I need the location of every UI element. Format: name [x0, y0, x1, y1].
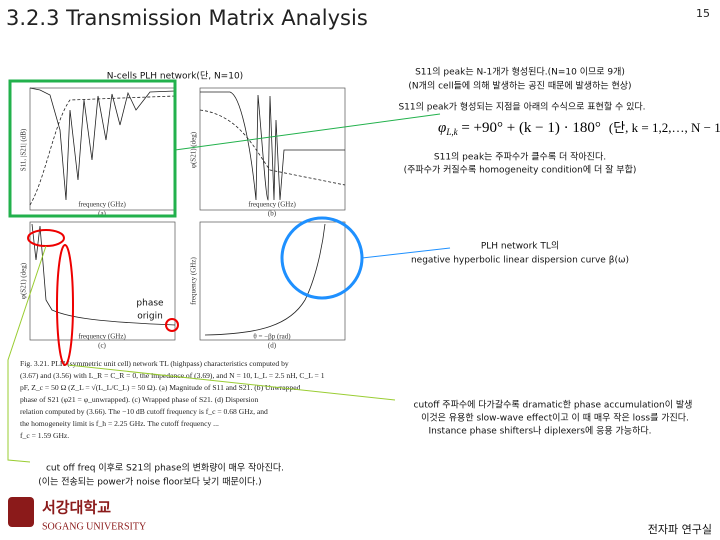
- formula-part: L,k: [445, 127, 458, 137]
- axis-label: frequency (GHz): [78, 333, 126, 341]
- lab-name: 전자파 연구실: [648, 523, 712, 536]
- note: N-cells PLH network(단, N=10): [107, 71, 243, 82]
- note: (주파수가 커질수록 homogeneity condition에 더 잘 부합…: [404, 164, 637, 176]
- connector: [67, 364, 396, 401]
- logo-emblem: [8, 497, 34, 527]
- connector: [7, 245, 47, 463]
- panel-frame: [29, 221, 176, 341]
- caption-line: f_c = 1.59 GHz.: [20, 431, 69, 440]
- caption-line: the homogeneity limit is f_h = 2.25 GHz.…: [20, 419, 219, 428]
- axis-label: frequency (GHz): [248, 201, 296, 209]
- panel-frame: [29, 87, 176, 211]
- panel-curve: [200, 91, 345, 201]
- panel-frame: [199, 87, 346, 211]
- panel-tag: (c): [98, 342, 106, 350]
- panel-frame: [199, 221, 346, 341]
- connector: [361, 247, 451, 259]
- note: S11의 peak는 주파수가 클수록 더 작아진다.: [434, 152, 606, 163]
- note: negative hyperbolic linear dispersion cu…: [411, 256, 629, 266]
- caption-line: phase of S21 (φ21 = φ_unwrapped). (c) Wr…: [20, 395, 258, 404]
- note: Instance phase shifters나 diplexers에 응용 가…: [429, 426, 652, 437]
- panel-tag: (a): [98, 210, 106, 218]
- axis-label: θ = −βp (rad): [253, 333, 291, 341]
- formula-part: (단, k = 1,2,…, N − 1): [609, 120, 720, 135]
- note: S11의 peak가 형성되는 지점을 아래의 수식으로 표현할 수 있다.: [398, 101, 645, 113]
- panel-tag: (d): [268, 342, 277, 350]
- formula: φL,k = +90° + (k − 1) · 180° (단, k = 1,2,…: [438, 120, 720, 137]
- logo-text: SOGANG UNIVERSITY: [42, 521, 146, 532]
- caption-line: (3.67) and (3.56) with L_R = C_R = 0, th…: [20, 371, 325, 380]
- note: origin: [137, 312, 163, 322]
- axis-label: frequency (GHz): [190, 257, 198, 305]
- panel-curve: [29, 95, 176, 206]
- logo-text: 서강대학교: [42, 499, 111, 517]
- note: S11의 peak는 N-1개가 형성된다.(N=10 이므로 9개): [415, 66, 625, 78]
- panel-tag: (b): [268, 210, 277, 218]
- figure: [29, 87, 346, 341]
- axis-label: φ(S21) (deg): [190, 131, 198, 168]
- panel-curve: [31, 223, 176, 326]
- note: phase: [136, 299, 164, 309]
- figure-caption: Fig. 3.21. PLH (symmetric unit cell) net…: [20, 359, 325, 440]
- note: cutoff 주파수에 다가갈수록 dramatic한 phase accumu…: [414, 400, 693, 411]
- formula-part: φ: [438, 120, 446, 136]
- panel-curve: [199, 109, 346, 186]
- panel-curve: [29, 87, 176, 201]
- highlight-ellipse: [56, 244, 74, 366]
- highlight-box: [8, 79, 177, 218]
- caption-line: pF, Z_c = 50 Ω (Z_L = √(L_L/C_L) = 50 Ω)…: [20, 383, 301, 392]
- axis-label: frequency (GHz): [78, 201, 126, 209]
- caption-line: relation computed by (3.66). The −10 dB …: [20, 407, 268, 416]
- note: PLH network TL의: [481, 241, 559, 252]
- note: (이는 전송되는 power가 noise floor보다 낮기 때문이다.): [38, 477, 261, 488]
- highlight-circle: [165, 318, 179, 332]
- slide-title: 3.2.3 Transmission Matrix Analysis: [6, 6, 368, 30]
- note: (N개의 cell들에 의해 발생하는 공진 때문에 발생하는 현상): [408, 81, 631, 92]
- axis-label: φ(S21) (deg): [20, 262, 28, 299]
- panel-curve: [204, 223, 326, 336]
- page-number: 15: [696, 7, 710, 20]
- formula-part: = +90° + (k − 1) · 180°: [458, 120, 601, 136]
- connector: [174, 113, 441, 151]
- note: cut off freq 이후로 S21의 phase의 변화량이 매우 작아진…: [46, 462, 284, 474]
- axis-label: S11, |S21| (dB): [20, 128, 28, 171]
- note: 이것은 유용한 slow-wave effect이고 이 때 매우 작은 los…: [421, 413, 689, 424]
- caption-line: Fig. 3.21. PLH (symmetric unit cell) net…: [20, 359, 289, 368]
